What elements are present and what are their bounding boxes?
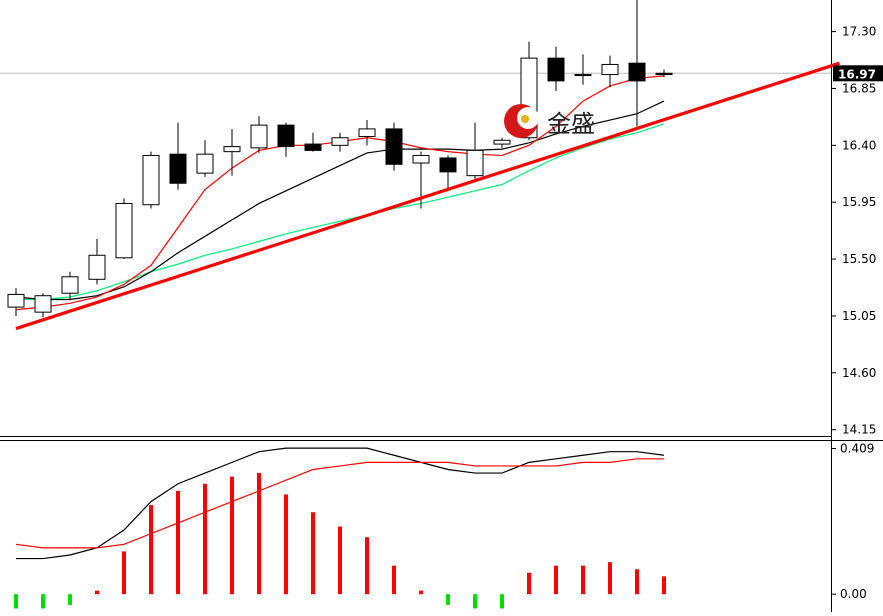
candle-body-up: [196, 153, 214, 174]
candle-body-down: [385, 128, 403, 165]
candle: [547, 46, 565, 91]
candle: [250, 116, 268, 153]
candle-body-up: [223, 146, 241, 153]
candle: [277, 122, 295, 157]
candle-body-up: [142, 154, 160, 206]
price-tick-label: 15.05: [842, 309, 876, 323]
price-tick-label: 17.30: [842, 25, 876, 39]
candle: [115, 198, 133, 260]
macd-tick-label: 0.409: [840, 441, 874, 455]
logo-dot: [521, 115, 529, 123]
candle: [601, 55, 619, 88]
trendline: [15, 61, 840, 331]
price-tick-label: 14.15: [842, 423, 876, 437]
candle-body-up: [493, 139, 511, 145]
candle-body-up: [7, 293, 25, 308]
candle: [439, 155, 457, 191]
macd-hist-bar: [662, 576, 666, 595]
candle-body-up: [466, 149, 484, 177]
price-tick-label: 14.60: [842, 366, 876, 380]
macd-hist-bar: [392, 565, 396, 595]
macd-hist-bar: [419, 590, 423, 595]
macd-hist-bar: [473, 594, 477, 609]
macd-hist-bar: [257, 473, 261, 595]
price-tick-label: 15.95: [842, 195, 876, 209]
current-price-label: 16.97: [838, 67, 876, 81]
candle: [628, 0, 646, 127]
price-axis: 17.30 16.85 16.40 15.95 15.50 15.05 14.60 14.15…: [831, 25, 883, 437]
trendline-layer: [15, 61, 840, 331]
watermark-text: 金盛: [547, 110, 595, 138]
macd-hist-bar: [608, 562, 612, 595]
macd-hist-bar: [554, 565, 558, 595]
candle-body-down: [304, 143, 322, 151]
candle: [331, 132, 349, 152]
macd-hist-bar: [338, 526, 342, 595]
macd-hist-bar: [446, 594, 450, 605]
candlesticks: [7, 0, 673, 318]
candle: [34, 293, 52, 318]
candle-body-down: [655, 72, 673, 76]
watermark-logo: 金盛: [504, 104, 595, 138]
macd-hist-bar: [365, 537, 369, 595]
candle-body-up: [331, 137, 349, 146]
macd-hist-bar: [311, 512, 315, 595]
macd-hist-bar: [635, 569, 639, 595]
candle-body-down: [628, 62, 646, 82]
candle: [385, 122, 403, 171]
ma-green-line: [16, 123, 665, 301]
candle: [142, 151, 160, 209]
macd-signal-line: [15, 458, 664, 549]
price-tick-label: 16.85: [842, 81, 876, 95]
ma-black-line: [15, 100, 665, 301]
macd-hist-bar: [203, 483, 207, 595]
candle: [574, 54, 592, 85]
macd-hist-bar: [284, 494, 288, 595]
candle: [88, 238, 106, 285]
macd-line: [16, 447, 665, 560]
candle: [223, 128, 241, 176]
current-price-box: [833, 65, 883, 82]
candle-body-up: [601, 63, 619, 76]
candle: [169, 122, 187, 190]
candle: [493, 137, 511, 148]
candle-body-up: [34, 295, 52, 313]
candle-body-up: [88, 254, 106, 280]
candle-body-up: [412, 154, 430, 164]
candle: [196, 140, 214, 177]
macd-hist-bar: [68, 594, 72, 605]
candle: [61, 271, 79, 300]
candle-body-down: [277, 124, 295, 148]
candle-body-up: [574, 74, 592, 77]
macd-tick-label: 0.00: [840, 587, 867, 601]
candle-body-up: [250, 124, 268, 149]
candle: [358, 120, 376, 146]
candle-body-down: [169, 153, 187, 184]
macd-hist-bar: [122, 551, 126, 595]
macd-pane: 0.409 0.00: [14, 441, 874, 609]
price-tick-label: 16.40: [842, 138, 876, 152]
macd-hist-bar: [527, 572, 531, 595]
candle-body-down: [439, 157, 457, 173]
price-tick-label: 15.50: [842, 252, 876, 266]
macd-hist-bar: [581, 565, 585, 595]
candle: [466, 122, 484, 180]
candle: [7, 288, 25, 316]
candle: [304, 132, 322, 152]
candle-body-up: [115, 202, 133, 259]
candle-body-up: [358, 128, 376, 137]
macd-hist-bar: [149, 505, 153, 595]
macd-hist-bar: [500, 594, 504, 609]
macd-hist-bar: [41, 594, 45, 609]
macd-hist-bar: [95, 590, 99, 595]
macd-hist-bar: [176, 490, 180, 595]
candle-body-up: [61, 276, 79, 294]
macd-hist-bar: [230, 476, 234, 595]
candle: [655, 69, 673, 78]
candle-body-down: [547, 57, 565, 82]
macd-hist-bar: [14, 594, 18, 609]
